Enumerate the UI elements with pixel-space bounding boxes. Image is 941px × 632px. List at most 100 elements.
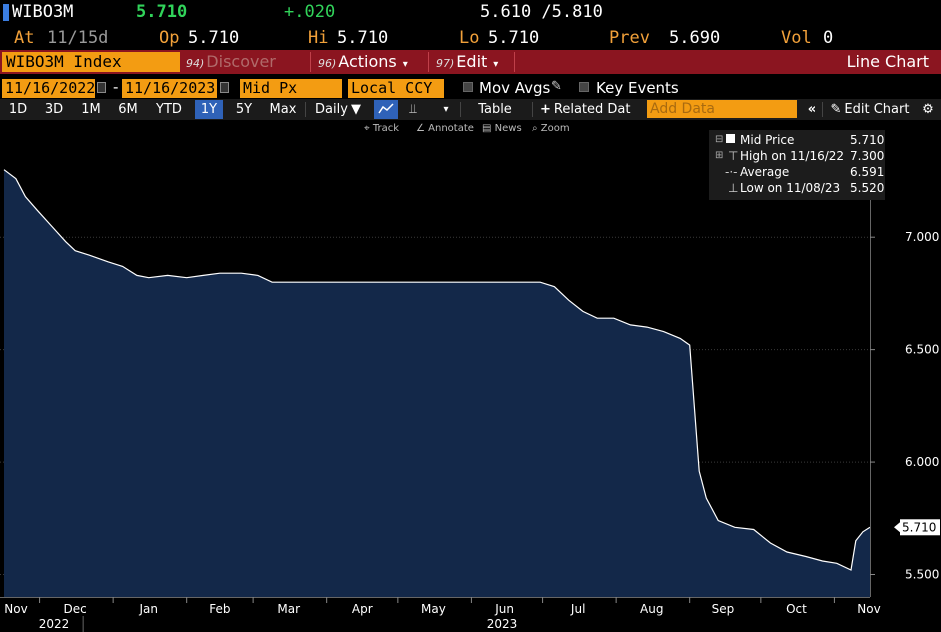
related-data-label: Related Dat <box>553 102 631 117</box>
x-tick-label: Oct <box>786 602 807 616</box>
legend-average-value: 6.591 <box>850 165 885 179</box>
field-selector[interactable]: Mid Px <box>240 79 342 98</box>
tool-strip: ⌖ Track ∠ Annotate ▤ News ⌕ Zoom <box>0 121 941 136</box>
collapse-icon[interactable]: « <box>807 102 817 117</box>
magnifier-icon: ⌕ <box>532 123 541 134</box>
table-button[interactable]: Table <box>478 102 512 117</box>
plus-icon: + <box>540 102 551 117</box>
toolbar-divider <box>822 102 823 117</box>
series-swatch <box>726 134 735 143</box>
bid-ask: 5.610 /5.810 <box>480 2 603 22</box>
legend-high-value: 7.300 <box>850 149 885 163</box>
mov-avgs-label: Mov Avgs <box>479 79 551 97</box>
x-tick-label: Nov <box>857 602 880 616</box>
x-tick-label: Sep <box>712 602 735 616</box>
end-date-field[interactable]: 11/16/2023 <box>122 79 217 98</box>
vol-label: Vol <box>781 28 812 48</box>
key-events-label: Key Events <box>596 79 679 97</box>
period-3d[interactable]: 3D <box>44 102 64 117</box>
bar-chart-icon[interactable]: ⫫ <box>409 102 417 117</box>
price-change: +.020 <box>284 2 336 22</box>
series-line <box>3 169 871 571</box>
security-field[interactable]: WIBO3M Index <box>2 52 180 72</box>
discover-button[interactable]: 94) Discover <box>186 52 276 72</box>
menu-divider <box>310 52 311 72</box>
at-label: At <box>14 28 35 48</box>
vol-value: 0 <box>823 28 834 48</box>
add-data-input[interactable]: Add Data <box>647 100 797 118</box>
chevron-down-icon[interactable]: ▾ <box>445 81 451 92</box>
frequency-dropdown[interactable]: Daily ▼ <box>309 100 367 119</box>
period-ytd[interactable]: YTD <box>156 102 182 117</box>
series-area <box>4 169 870 597</box>
x-tick-label: Nov <box>4 602 27 616</box>
legend-low-value: 5.520 <box>850 181 885 195</box>
low-label: Lo <box>459 28 480 48</box>
chevron-down-icon[interactable]: ▾ <box>443 104 449 115</box>
period-1m[interactable]: 1M <box>81 102 101 117</box>
y-tick-label: 6.000 <box>905 455 939 469</box>
frequency-label: Daily <box>315 102 348 117</box>
news-tool[interactable]: ▤ News <box>482 121 522 136</box>
calendar-icon[interactable] <box>220 82 229 93</box>
x-tick-label: Dec <box>64 602 87 616</box>
average-line-icon: -·- <box>725 165 738 179</box>
line-chart-icon[interactable] <box>374 100 398 119</box>
zoom-label: Zoom <box>540 123 570 134</box>
x-tick-label: Feb <box>209 602 230 616</box>
actions-number: 96) <box>318 57 337 70</box>
key-events-checkbox[interactable] <box>579 82 589 92</box>
period-1d[interactable]: 1D <box>8 102 28 117</box>
x-tick-label: Mar <box>277 602 300 616</box>
last-value-box <box>900 519 940 536</box>
toolbar-divider <box>305 102 306 117</box>
y-tick-label: 6.500 <box>905 343 939 357</box>
toolbar-divider <box>532 102 533 117</box>
edit-menu[interactable]: 97) Edit ▾ <box>436 52 498 72</box>
period-max[interactable]: Max <box>269 102 297 117</box>
last-value-label: 5.710 <box>902 520 936 534</box>
annotate-tool[interactable]: ∠ Annotate <box>416 121 474 136</box>
toolbar-divider <box>460 102 461 117</box>
x-tick-label: Apr <box>352 602 373 616</box>
at-value: 11/15d <box>47 28 109 48</box>
discover-number: 94) <box>186 57 205 70</box>
zoom-tool[interactable]: ⌕ Zoom <box>532 121 570 136</box>
high-label: Hi <box>308 28 329 48</box>
stats-row: At 11/15d Op 5.710 Hi 5.710 Lo 5.710 Pre… <box>0 26 941 50</box>
legend-high-label: High on 11/16/22 <box>740 149 845 163</box>
low-value: 5.710 <box>488 28 540 48</box>
period-1y[interactable]: 1Y <box>195 100 223 119</box>
period-6m[interactable]: 6M <box>118 102 138 117</box>
currency-selector[interactable]: Local CCY <box>348 79 444 98</box>
y-tick-label: 7.000 <box>905 230 939 244</box>
period-5y[interactable]: 5Y <box>235 102 253 117</box>
start-date-field[interactable]: 11/16/2022 <box>2 79 95 98</box>
related-data-button[interactable]: + Related Dat <box>540 100 642 119</box>
track-tool[interactable]: ⌖ Track <box>364 121 399 136</box>
pencil-icon[interactable]: ✎ <box>551 79 562 94</box>
menu-divider <box>428 52 429 72</box>
legend-series-label: Mid Price <box>740 133 795 147</box>
edit-chart-button[interactable]: ✎ Edit Chart <box>826 100 914 119</box>
date-separator: - <box>113 78 119 96</box>
x-tick-label: Jan <box>138 602 158 616</box>
expand-icon[interactable]: ⊞ <box>715 150 724 161</box>
menu-divider <box>514 52 515 72</box>
legend-box: ⊟ Mid Price 5.710 ⊞ ⊤ High on 11/16/22 7… <box>709 130 885 200</box>
legend-average-label: Average <box>740 165 790 179</box>
edit-number: 97) <box>436 57 455 70</box>
chevron-down-icon: ▾ <box>493 59 499 70</box>
actions-menu[interactable]: 96) Actions ▾ <box>318 52 408 72</box>
calendar-icon[interactable] <box>97 82 106 93</box>
mov-avgs-checkbox[interactable] <box>463 82 473 92</box>
chart-toolbar: 1D 3D 1M 6M YTD 1Y 5Y Max Daily ▼ ⫫ ▾ Tab… <box>0 99 941 120</box>
collapse-icon[interactable]: ⊟ <box>715 134 724 145</box>
gear-icon[interactable]: ⚙ <box>922 102 934 117</box>
x-tick-label: Jun <box>494 602 514 616</box>
open-value: 5.710 <box>188 28 240 48</box>
ticker[interactable]: WIBO3M <box>12 2 74 22</box>
ticker-marker <box>3 4 9 21</box>
title-bar: WIBO3M Index 94) Discover 96) Actions ▾ 97)… <box>0 50 941 74</box>
